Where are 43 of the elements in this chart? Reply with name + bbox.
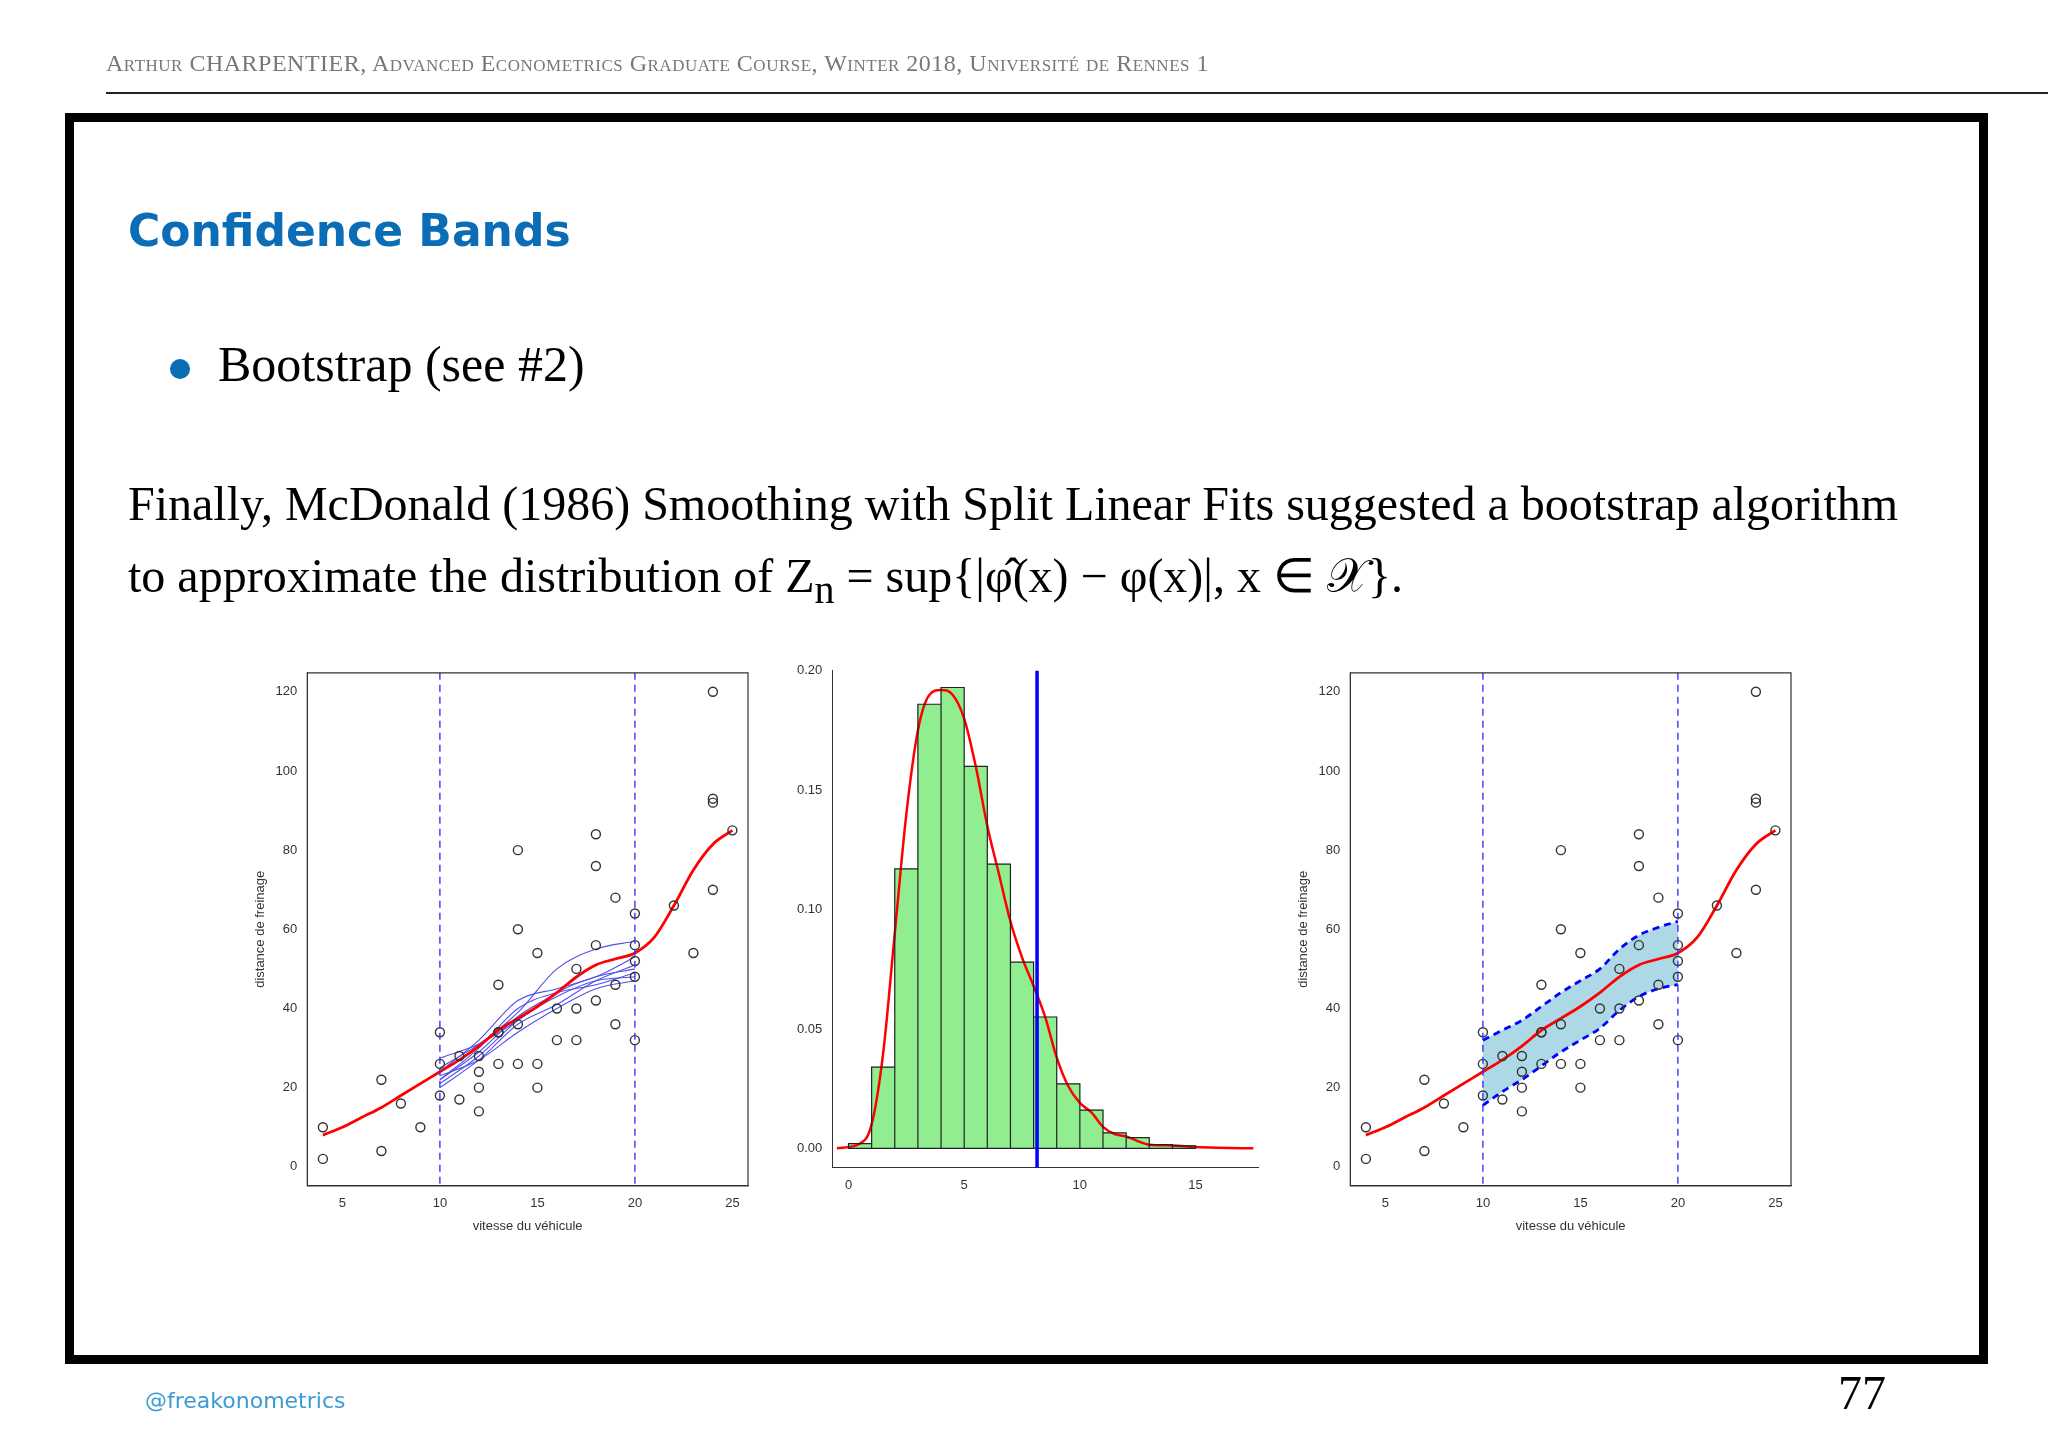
x-tick-label: 10 (1475, 1195, 1491, 1211)
text: Bootstrap (see #2) (218, 335, 585, 393)
y-tick-label: 80 (282, 841, 298, 857)
x-tick-label: 5 (960, 1176, 968, 1192)
y-tick-label: 120 (275, 683, 298, 699)
x-tick-label: 20 (627, 1195, 643, 1211)
x-tick-label: 0 (844, 1176, 853, 1192)
x-tick-label: 10 (432, 1195, 448, 1211)
x-tick-label: 15 (1188, 1176, 1203, 1192)
y-axis-title: distance de freinage (1295, 870, 1311, 988)
x-tick-label: 15 (1573, 1195, 1588, 1211)
y-tick-label: 0 (1333, 1158, 1341, 1174)
y-tick-label: 0.00 (796, 1139, 823, 1155)
text: Finally, McDonald (1986) Smoothing with Split Linear Fits suggested a bootstrap algorithm to approximate the distribution of Z$_{n}$ = sup{|φ̂(x) − φ(x)|, x ∈ 𝒳}. (128, 476, 1900, 614)
x-tick-label: 25 (1768, 1195, 1783, 1211)
y-tick-label: 20 (1325, 1079, 1341, 1095)
y-tick-label: 40 (282, 1000, 298, 1016)
x-tick-label: 10 (1072, 1176, 1088, 1192)
x-tick-label: 25 (725, 1195, 740, 1211)
y-tick-label: 60 (282, 920, 298, 936)
y-tick-label: 0 (290, 1158, 298, 1174)
y-tick-label: 40 (1325, 1000, 1341, 1016)
y-tick-label: 0.05 (796, 1020, 823, 1036)
y-tick-label: 120 (1318, 683, 1341, 699)
x-tick-label: 15 (530, 1195, 545, 1211)
y-tick-label: 0.10 (796, 901, 823, 917)
text: Arthur CHARPENTIER, Advanced Econometrics Graduate Course, Winter 2018, Université de Rennes 1 (106, 50, 1209, 77)
y-tick-label: 60 (1325, 920, 1341, 936)
y-tick-label: 20 (282, 1079, 298, 1095)
text: 77 (1838, 1365, 1886, 1420)
y-tick-label: 80 (1325, 841, 1341, 857)
y-tick-label: 0.15 (796, 781, 823, 797)
y-axis-title: distance de freinage (252, 870, 268, 988)
y-tick-label: 100 (1318, 762, 1341, 778)
x-tick-label: 5 (338, 1195, 347, 1211)
x-axis-title: vitesse du véhicule (472, 1217, 583, 1233)
y-tick-label: 100 (275, 762, 298, 778)
text: Confidence Bands (128, 205, 571, 256)
x-tick-label: 5 (1381, 1195, 1390, 1211)
text: @freakonometrics (145, 1388, 346, 1413)
y-tick-label: 0.20 (796, 662, 823, 678)
x-tick-label: 20 (1670, 1195, 1686, 1211)
x-axis-title: vitesse du véhicule (1515, 1217, 1626, 1233)
